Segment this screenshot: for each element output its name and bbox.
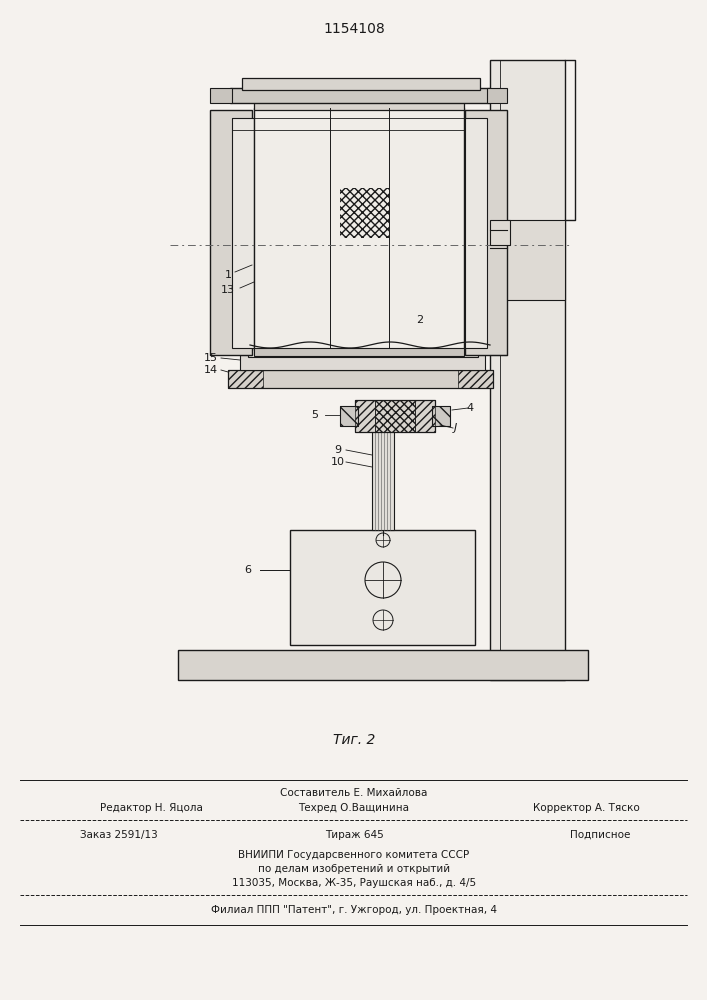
- Text: 15: 15: [204, 353, 218, 363]
- Bar: [228, 370, 263, 388]
- Bar: [290, 530, 475, 645]
- Bar: [355, 400, 435, 432]
- Bar: [228, 370, 493, 388]
- Bar: [232, 118, 254, 348]
- Bar: [415, 400, 435, 432]
- Bar: [340, 406, 358, 426]
- Bar: [465, 110, 507, 355]
- Bar: [178, 650, 588, 680]
- Text: Подписное: Подписное: [570, 830, 630, 840]
- Bar: [340, 188, 390, 238]
- Text: Корректор А. Тяско: Корректор А. Тяско: [533, 803, 640, 813]
- Text: по делам изобретений и открытий: по делам изобретений и открытий: [258, 864, 450, 874]
- Bar: [372, 430, 394, 530]
- Bar: [248, 345, 478, 357]
- Bar: [254, 348, 464, 356]
- Text: 10: 10: [331, 457, 345, 467]
- Bar: [458, 370, 493, 388]
- Text: 113035, Москва, Ж-35, Раушская наб., д. 4/5: 113035, Москва, Ж-35, Раушская наб., д. …: [232, 878, 476, 888]
- Text: Техред О.Ващинина: Техред О.Ващинина: [298, 803, 409, 813]
- Bar: [210, 88, 232, 103]
- Text: Τиг. 2: Τиг. 2: [333, 733, 375, 747]
- Bar: [355, 400, 375, 432]
- Bar: [465, 118, 487, 348]
- Bar: [490, 220, 565, 300]
- Text: Составитель Е. Михайлова: Составитель Е. Михайлова: [280, 788, 428, 798]
- Bar: [242, 78, 480, 90]
- Text: 4: 4: [467, 403, 474, 413]
- Text: 1154108: 1154108: [323, 22, 385, 36]
- Text: J: J: [453, 423, 457, 433]
- Bar: [254, 108, 464, 350]
- Text: Заказ 2591/13: Заказ 2591/13: [80, 830, 158, 840]
- Text: Филиал ППП "Патент", г. Ужгород, ул. Проектная, 4: Филиал ППП "Патент", г. Ужгород, ул. Про…: [211, 905, 497, 915]
- Text: ВНИИПИ Государсвенного комитета СССР: ВНИИПИ Государсвенного комитета СССР: [238, 850, 469, 860]
- Bar: [490, 220, 510, 245]
- Bar: [230, 88, 490, 103]
- Text: 1: 1: [225, 270, 231, 280]
- Bar: [375, 400, 415, 432]
- Text: Редактор Н. Яцола: Редактор Н. Яцола: [100, 803, 203, 813]
- Text: 2: 2: [416, 315, 423, 325]
- Text: 6: 6: [245, 565, 252, 575]
- Bar: [340, 406, 358, 426]
- Bar: [210, 110, 252, 355]
- Text: 14: 14: [204, 365, 218, 375]
- Bar: [432, 406, 450, 426]
- Text: Тираж 645: Тираж 645: [325, 830, 383, 840]
- Bar: [254, 100, 464, 110]
- Bar: [490, 60, 565, 680]
- Bar: [432, 406, 450, 426]
- Text: 13: 13: [221, 285, 235, 295]
- Text: 9: 9: [334, 445, 341, 455]
- Text: 5: 5: [312, 410, 318, 420]
- Bar: [487, 88, 507, 103]
- Bar: [240, 355, 485, 370]
